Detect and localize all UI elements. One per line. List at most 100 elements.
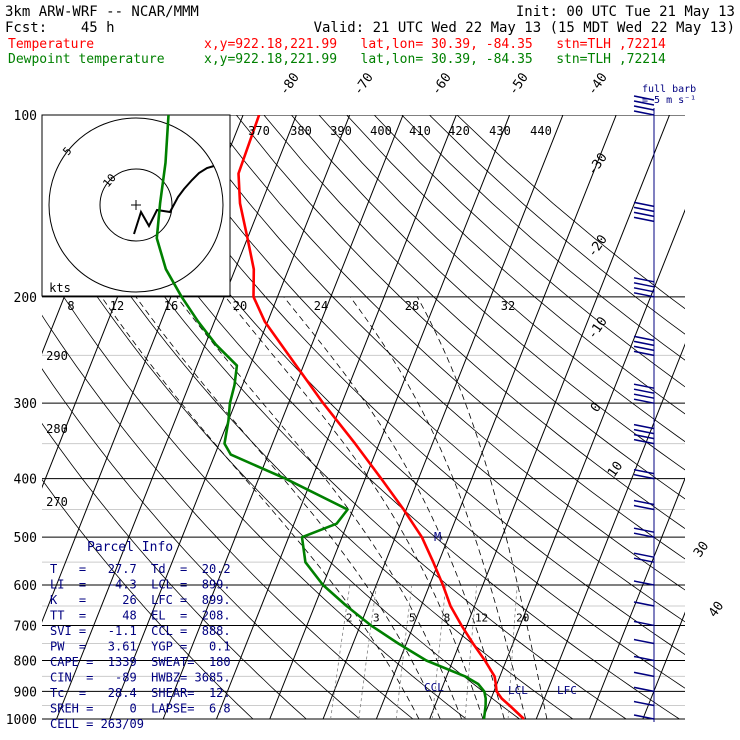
wind-barb [633, 428, 655, 435]
parcel-info-row: SVI = -1.1 CCL = 888. [50, 624, 231, 638]
profile-layer [155, 115, 525, 720]
pressure-label: 400 [14, 473, 37, 488]
dewpoint-legend-label: Dewpoint temperature [8, 52, 165, 67]
wind-barb [633, 398, 655, 404]
wind-barb [633, 105, 655, 111]
moist-adiabat-line [225, 296, 484, 720]
wind-barb [633, 393, 655, 399]
dry-adiabat-line [42, 422, 307, 720]
wind-barb [633, 700, 655, 707]
wind-scale-label: 20 [233, 299, 247, 313]
isotherm-line [482, 208, 685, 720]
isotherm-line [375, 115, 617, 720]
wind-scale-label: 28 [405, 299, 419, 313]
wind-barb [633, 620, 655, 627]
wind-scale-label: 8 [67, 299, 74, 313]
wind-barb [633, 714, 655, 720]
wind-barb [633, 423, 655, 430]
mixing-ratio-label: 3 [373, 611, 380, 624]
mixing-ratio-label: 8 [444, 611, 451, 624]
wind-barb [633, 552, 655, 558]
dry-adiabat-line [42, 368, 360, 720]
theta-label: 390 [330, 124, 352, 138]
parcel-info-box: Parcel Info T = 27.7 Td = 20.2 LI = -4.3 … [50, 540, 231, 731]
isotherm-label: 0 [588, 400, 605, 415]
dry-adiabat-line [263, 115, 685, 500]
pressure-label: 300 [14, 397, 37, 412]
wind-barb [633, 504, 655, 511]
isotherm-line [56, 115, 297, 720]
dry-adiabat-line [401, 115, 685, 361]
dry-adiabat-line [346, 115, 685, 415]
mixing-ratio-line [395, 584, 413, 720]
parcel-info-row: T = 27.7 Td = 20.2 [50, 562, 231, 576]
wind-barb [633, 110, 655, 116]
moist-adiabat-line [135, 296, 441, 720]
init-time: Init: 00 UTC Tue 21 May 13 [516, 4, 735, 20]
isotherm-line [429, 115, 670, 720]
parcel-info-row: SREH = 0 LAPSE= 6.8 [50, 702, 231, 716]
pressure-label: 1000 [6, 713, 37, 728]
wind-barb [633, 532, 655, 538]
dry-adiabat-line [153, 115, 685, 623]
wind-barb [633, 580, 655, 586]
hodograph-ring-inner [99, 168, 173, 242]
wind-barb [633, 95, 655, 101]
isotherm-label: 40 [706, 599, 727, 620]
pressure-label: 600 [14, 579, 37, 594]
barb-note-line2: = 5 m s⁻¹ [642, 95, 696, 106]
dry-adiabat-line [42, 262, 467, 720]
isotherm-label: -20 [585, 232, 611, 260]
theta-label: 430 [489, 124, 511, 138]
moist-adiabat-line [349, 296, 526, 720]
temperature-legend-label: Temperature [8, 37, 94, 52]
wind-barb [633, 686, 655, 693]
ccl-marker: CCL [424, 681, 444, 694]
dry-adiabat-line [42, 115, 627, 720]
mixing-ratio-line [507, 584, 518, 720]
dewpoint-profile [155, 115, 487, 720]
isotherm-line [269, 115, 511, 720]
dry-adiabat-line [97, 115, 685, 689]
model-title: 3km ARW-WRF -- NCAR/MMM [5, 4, 199, 20]
moist-adiabat-line [101, 296, 420, 720]
wind-barb [633, 388, 655, 394]
dry-adiabat-line [235, 115, 685, 530]
parcel-info-row: PW = 3.61 YGP = 0.1 [50, 640, 231, 654]
theta-label: 410 [409, 124, 431, 138]
dewpoint-legend-info: x,y=922.18,221.99 lat,lon= 30.39, -84.35… [204, 52, 666, 67]
temperature-legend-info: x,y=922.18,221.99 lat,lon= 30.39, -84.35… [204, 37, 666, 52]
mixing-ratio-line [464, 584, 478, 720]
mixing-ratio-label: 20 [516, 611, 529, 624]
pressure-label: 500 [14, 531, 37, 546]
isotherm-label: -80 [277, 70, 303, 98]
pressure-label: 100 [14, 109, 37, 124]
theta-label: 370 [248, 124, 270, 138]
parcel-info-row: CELL = 263/09 [50, 717, 144, 731]
pressure-label: 700 [14, 619, 37, 634]
mixing-ratio-line [330, 584, 351, 720]
mixing-ratio-label: 5 [409, 611, 416, 624]
wind-barb [633, 473, 655, 480]
wind-barb [633, 350, 655, 357]
lfc-marker: LFC [557, 684, 577, 697]
parcel-info-row: K = 26 LFC = 899. [50, 593, 231, 607]
wind-barb [633, 100, 655, 106]
theta-label: 380 [290, 124, 312, 138]
dry-adiabat-label: 280 [46, 422, 68, 436]
wind-barb [633, 216, 655, 223]
parcel-info-row: TT = 48 EL = 208. [50, 609, 231, 623]
isotherm-line [535, 343, 685, 720]
theta-label: 400 [370, 124, 392, 138]
parcel-marker: M [434, 530, 441, 544]
hodograph-trace [133, 165, 215, 235]
mixing-ratio-line [432, 584, 447, 720]
parcel-info-row: Tc = 28.4 SHEAR= 12. [50, 686, 231, 700]
wind-scale-label: 24 [314, 299, 328, 313]
isotherm-line [589, 477, 685, 720]
temperature-profile [237, 115, 525, 720]
dry-adiabat-line [42, 479, 254, 720]
parcel-info-row: LI = -4.3 LCL = 899. [50, 578, 231, 592]
wind-barb [633, 499, 655, 506]
